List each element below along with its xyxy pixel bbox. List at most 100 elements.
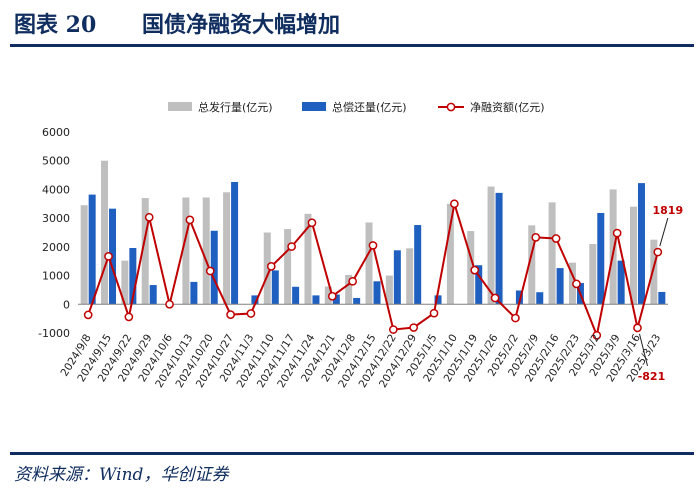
net-financing-point (612, 228, 622, 238)
repayment-bar (190, 281, 198, 305)
issuance-bar (121, 260, 129, 305)
net-financing-point (531, 233, 541, 242)
net-financing-point (368, 241, 378, 250)
issuance-bar (284, 229, 292, 305)
repayment-bar (231, 181, 239, 305)
issuance-bar (487, 186, 495, 305)
legend-label: 总偿还量(亿元) (332, 100, 407, 114)
issuance-bar (446, 203, 454, 305)
legend-label: 净融资额(亿元) (470, 100, 545, 114)
issuance-bar (609, 189, 617, 305)
repayment-bar (515, 290, 523, 305)
y-tick-label: 1000 (42, 270, 70, 283)
repayment-bar (637, 183, 645, 305)
issuance-bar (629, 206, 637, 305)
y-tick-label: 2000 (42, 241, 70, 254)
net-financing-point (388, 325, 398, 334)
repayment-bar (434, 295, 442, 305)
net-financing-point (83, 310, 93, 320)
issuance-bar (182, 197, 190, 305)
net-financing-point (266, 262, 276, 271)
net-financing-point (185, 215, 195, 225)
issuance-bar (101, 160, 109, 305)
repayment-bar (129, 248, 137, 305)
repayment-bar (292, 286, 300, 305)
net-financing-point (551, 234, 561, 243)
repayment-bar (393, 250, 401, 305)
net-financing-point (592, 330, 602, 340)
issuance-bar (345, 274, 353, 305)
figure-title: 国债净融资大幅增加 (142, 12, 341, 38)
net-financing-point (327, 291, 337, 301)
net-financing-point (104, 251, 113, 261)
legend-marker (446, 102, 456, 112)
annotation-label: -821 (638, 370, 666, 383)
repayment-bar (251, 295, 259, 305)
annotation-leader (659, 217, 669, 247)
y-tick-label: 6000 (42, 126, 70, 139)
issuance-bar (589, 243, 597, 305)
source-note: 资料来源：Wind，华创证券 (14, 465, 229, 485)
repayment-bar (658, 291, 666, 305)
y-tick-label: 0 (63, 298, 70, 311)
y-tick-label: 3000 (42, 212, 70, 225)
net-financing-point (287, 242, 296, 251)
net-financing-point (205, 266, 215, 276)
annotation-label: 1819 (653, 204, 684, 217)
issuance-bar (406, 248, 414, 305)
legend-swatch (168, 102, 192, 111)
issuance-bar (528, 225, 536, 305)
legend-label: 总发行量(亿元) (198, 100, 273, 114)
net-financing-point (165, 299, 174, 309)
net-financing-point (470, 265, 480, 275)
net-financing-point (409, 323, 419, 332)
repayment-bar (149, 285, 157, 305)
net-financing-point (490, 293, 500, 303)
issuance-bar (141, 198, 149, 305)
net-financing-point (450, 199, 459, 209)
net-financing-point (511, 313, 520, 323)
y-tick-label: 4000 (42, 183, 70, 196)
net-financing-point (633, 323, 642, 333)
issuance-bar (80, 205, 88, 305)
net-financing-point (572, 279, 581, 289)
net-financing-point (226, 310, 235, 319)
issuance-bar (263, 232, 271, 305)
repayment-bar (597, 212, 605, 305)
issuance-bar (202, 197, 210, 305)
repayment-bar (353, 297, 361, 305)
y-tick-label: 5000 (42, 155, 70, 168)
repayment-bar (271, 270, 279, 305)
figure-header: 图表 20 国债净融资大幅增加 (0, 0, 700, 44)
repayment-bar (332, 294, 340, 305)
repayment-bar (88, 194, 96, 305)
repayment-bar (495, 192, 503, 305)
repayment-bar (210, 230, 218, 305)
issuance-bar (467, 231, 475, 305)
net-financing-point (653, 247, 663, 257)
net-financing-point (124, 312, 134, 322)
issuance-bar (304, 213, 312, 305)
issuance-bar (650, 239, 658, 305)
header-rule (10, 44, 694, 47)
net-financing-point (307, 218, 317, 228)
net-financing-point (246, 309, 256, 318)
issuance-bar (385, 275, 393, 305)
chart: -100001000200030004000500060002024/9/820… (38, 100, 684, 390)
footer-rule (10, 452, 694, 455)
net-financing-point (144, 212, 154, 222)
repayment-bar (475, 265, 483, 305)
legend-swatch (302, 102, 326, 111)
repayment-bar (536, 292, 544, 305)
issuance-bar (365, 222, 373, 305)
repayment-bar (414, 225, 422, 305)
y-tick-label: -1000 (38, 327, 70, 340)
net-financing-point (348, 276, 358, 286)
net-financing-point (429, 308, 439, 318)
issuance-bar (223, 192, 231, 305)
issuance-bar (548, 202, 556, 305)
figure-label: 图表 20 (14, 12, 97, 38)
repayment-bar (617, 260, 625, 305)
annotation-leader (638, 333, 648, 366)
repayment-bar (556, 268, 564, 305)
